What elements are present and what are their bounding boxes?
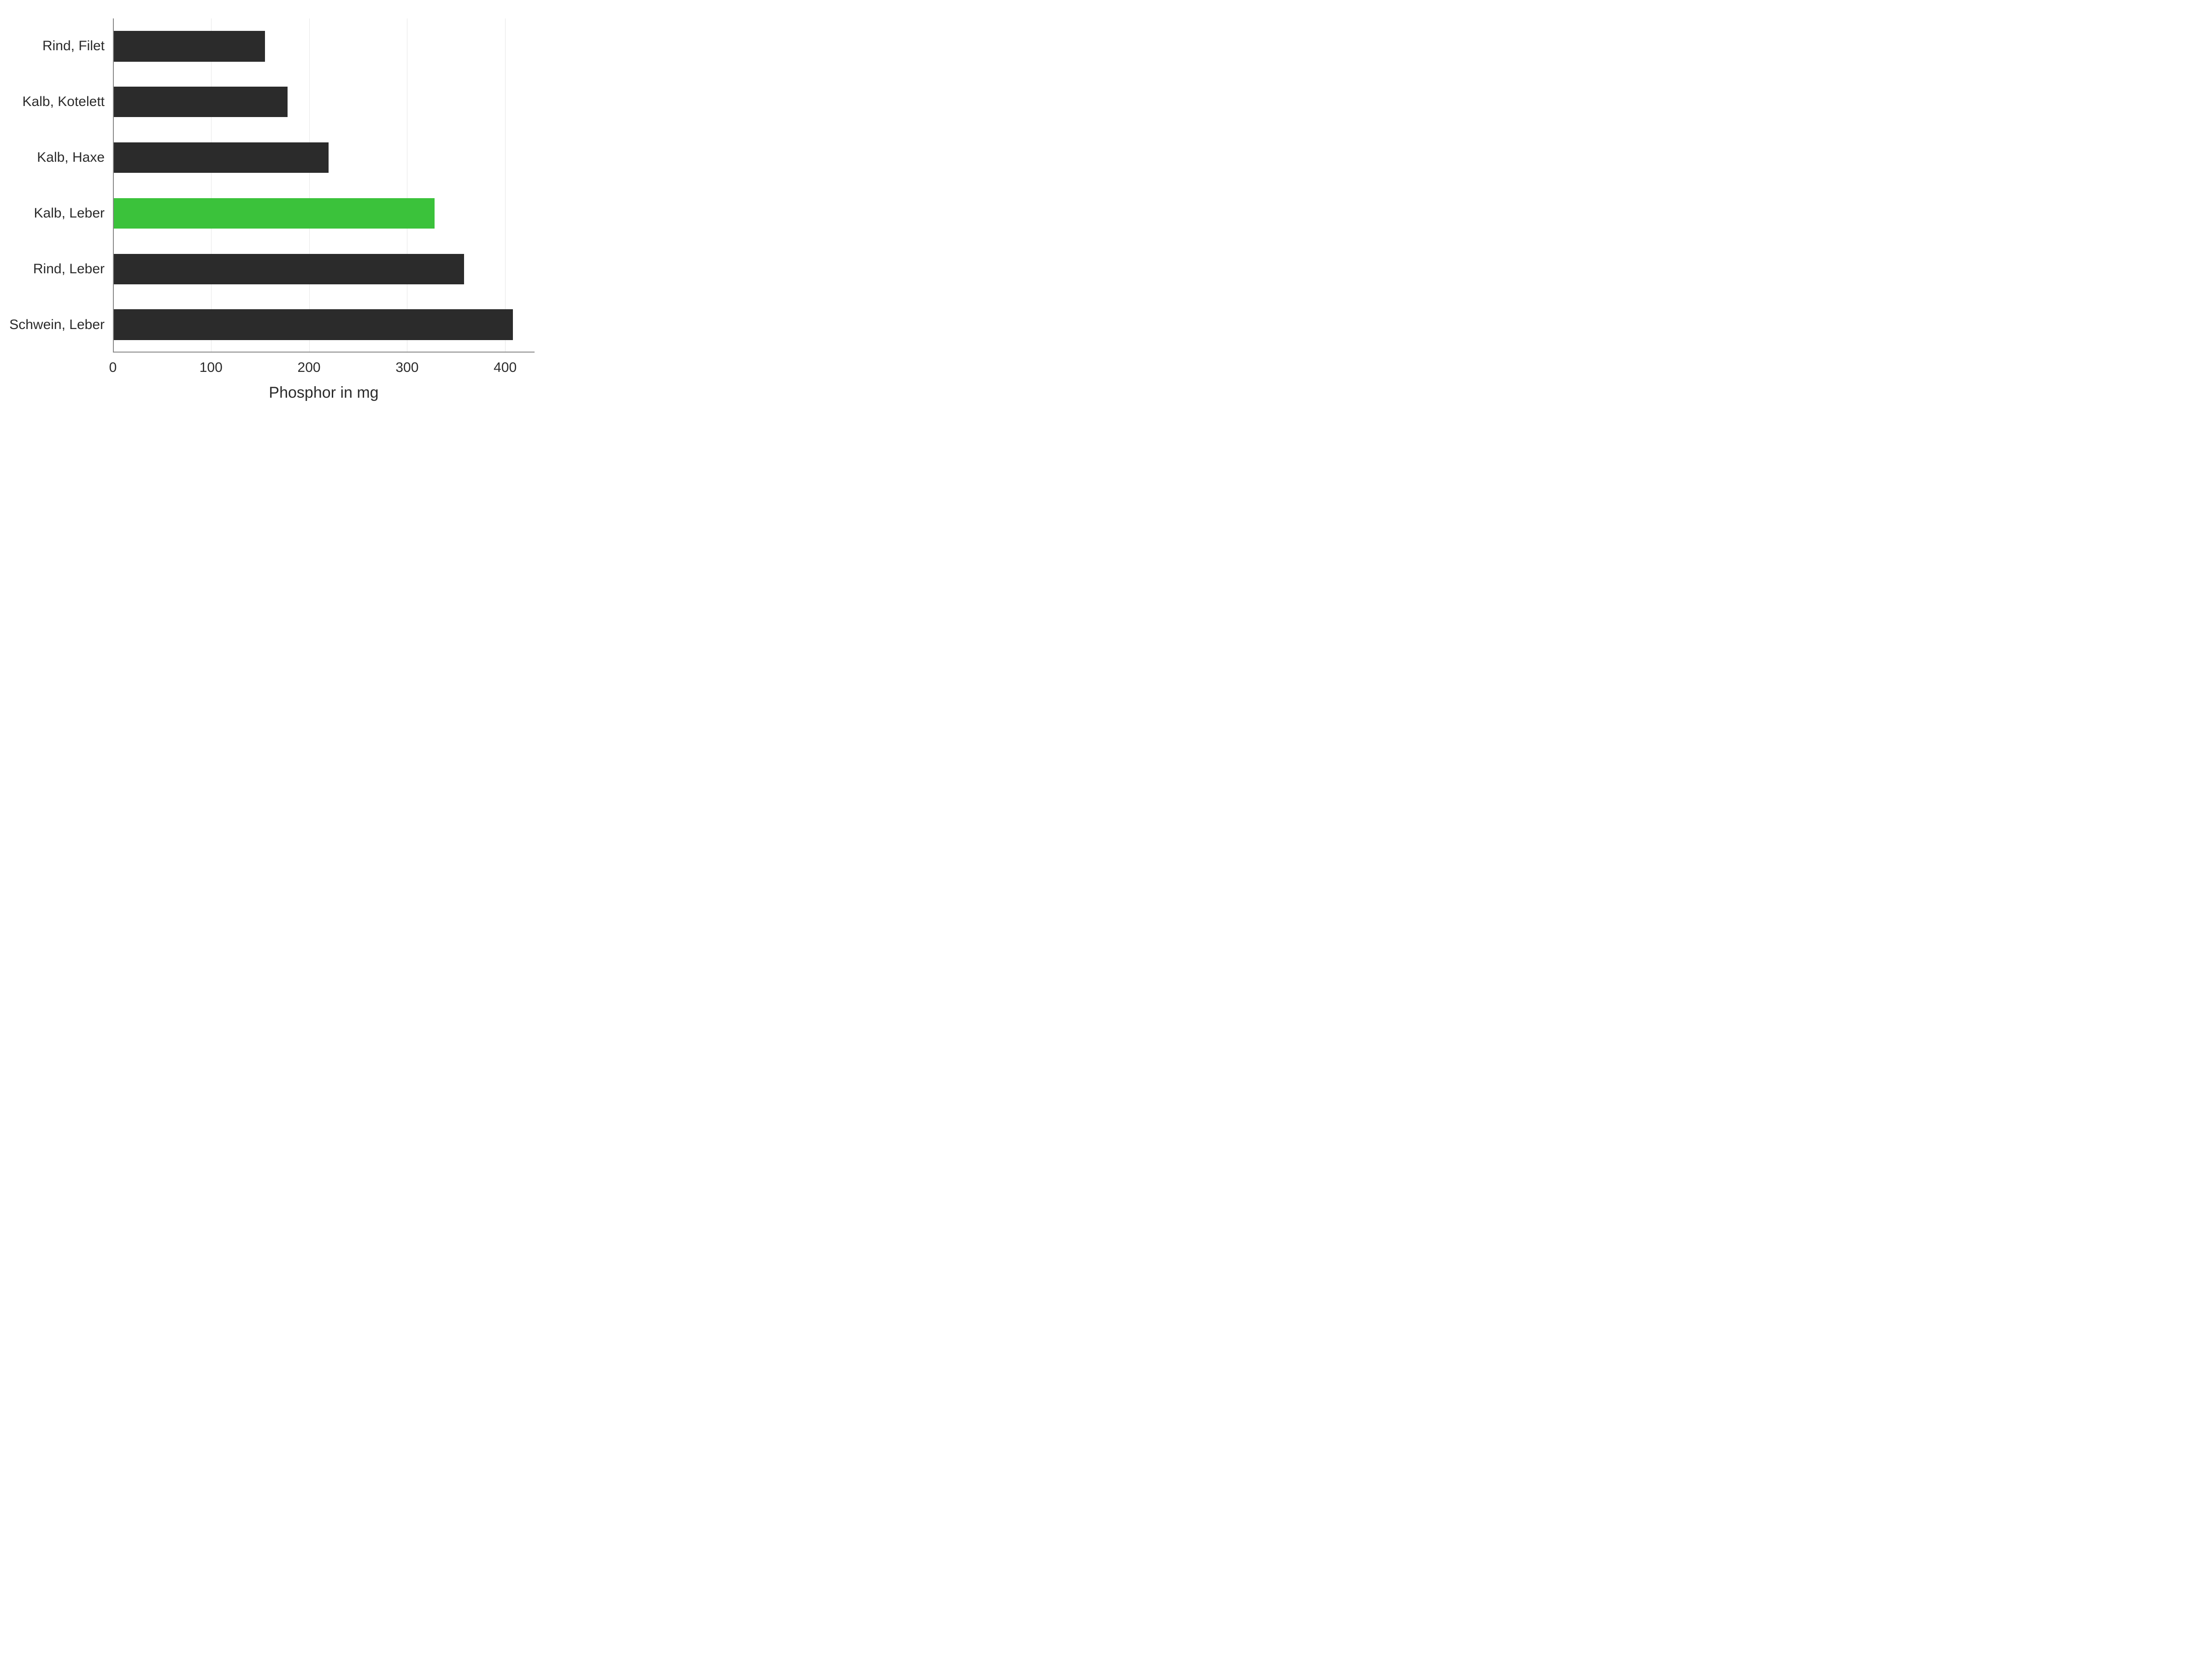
bar: [113, 31, 265, 61]
y-axis-label: Rind, Filet: [42, 38, 113, 54]
gridline: [505, 18, 506, 353]
bar-slot: [113, 309, 535, 340]
chart-container: 0 100 200 300 400 Rind, Filet Kalb, Kotelett Ka…: [0, 0, 553, 415]
bar-slot: [113, 254, 535, 284]
x-tick-label: 400: [494, 353, 517, 376]
bar: [113, 309, 513, 340]
bar-highlight: [113, 198, 435, 229]
bar-slot: [113, 31, 535, 61]
x-tick-label: 0: [109, 353, 117, 376]
y-axis-label: Kalb, Leber: [34, 206, 113, 221]
y-axis-label: Rind, Leber: [33, 261, 113, 277]
x-tick-label: 200: [298, 353, 321, 376]
bar: [113, 87, 288, 117]
bar: [113, 142, 329, 173]
gridline: [211, 18, 212, 353]
x-tick-label: 100: [200, 353, 223, 376]
bar-slot: [113, 87, 535, 117]
bar-slot: [113, 198, 535, 229]
x-axis-line: [113, 352, 535, 353]
y-axis-line: [113, 18, 114, 353]
gridline: [309, 18, 310, 353]
y-axis-label: Kalb, Haxe: [37, 150, 113, 165]
y-axis-label: Schwein, Leber: [9, 317, 113, 333]
x-axis-title: Phosphor in mg: [113, 384, 535, 402]
plot-area: 0100200300400Rind, FiletKalb, KotelettKa…: [113, 18, 535, 353]
bar-slot: [113, 142, 535, 173]
y-axis-label: Kalb, Kotelett: [23, 94, 113, 110]
bar: [113, 254, 464, 284]
x-tick-label: 300: [395, 353, 418, 376]
